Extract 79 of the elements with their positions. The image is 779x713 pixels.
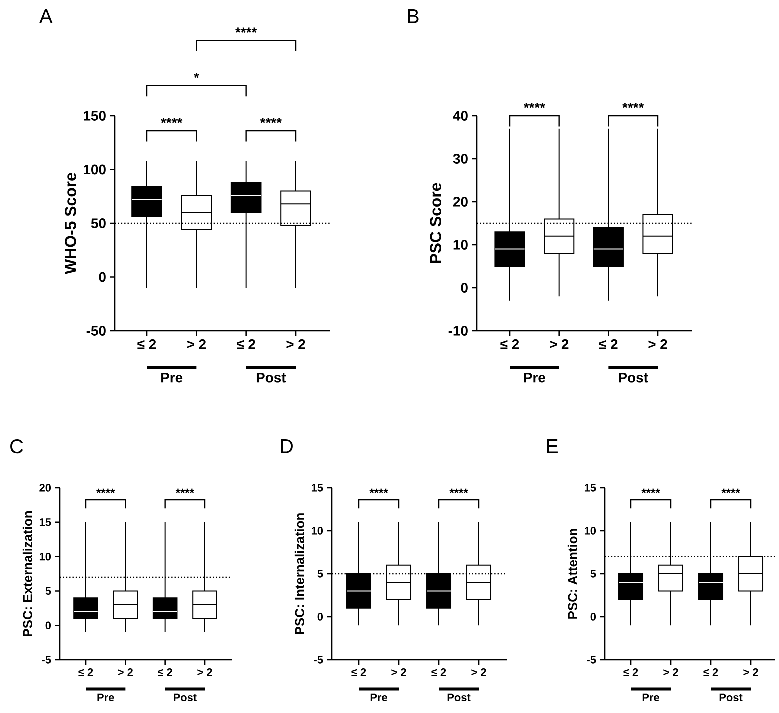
y-tick-label: 0 (46, 622, 52, 630)
x-tick-label: ≤ 2 (704, 668, 718, 676)
y-tick-label: -10 (448, 326, 468, 336)
x-tick-label: ≤ 2 (78, 668, 94, 676)
y-tick-label: 5 (46, 587, 52, 596)
y-tick-label: 30 (453, 154, 468, 164)
x-tick-label: ≤ 2 (352, 668, 366, 676)
chart-title: A (40, 10, 53, 24)
text: Post (256, 373, 286, 383)
y-tick-label: -5 (587, 656, 596, 664)
x-tick-label: ≤ 2 (158, 668, 172, 676)
y-axis-title: WHO-5 Score (65, 173, 76, 274)
y-tick-label: 150 (84, 111, 106, 121)
x-tick-label: > 2 (187, 340, 206, 350)
x-tick-label: > 2 (472, 668, 486, 676)
x-tick-label: > 2 (198, 668, 212, 676)
x-tick-label: ≤ 2 (599, 340, 618, 350)
y-tick-label: 15 (312, 484, 324, 492)
y-tick-label: 5 (590, 570, 596, 578)
x-tick-label: ≤ 2 (138, 340, 156, 350)
x-tick-label: ≤ 2 (237, 340, 256, 350)
x-tick-label: > 2 (648, 340, 668, 350)
text: **** (622, 103, 644, 108)
annotation: **** (260, 118, 282, 124)
annotation: **** (96, 488, 116, 494)
chart-title: E (547, 440, 558, 454)
y-axis-title: PSC Score (430, 183, 442, 264)
x-tick-label: > 2 (664, 668, 678, 676)
text: Post (619, 373, 648, 383)
annotation: **** (161, 118, 183, 124)
y-tick-label: 15 (584, 484, 596, 492)
annotation: **** (450, 488, 468, 494)
y-tick-label: 50 (91, 218, 106, 228)
y-tick-label: 20 (40, 484, 52, 492)
text: **** (236, 28, 258, 33)
y-axis-title: PSC: Internalization (294, 514, 304, 634)
y-tick-label: 0 (461, 283, 468, 293)
y-tick-label: -5 (42, 656, 52, 664)
text: Post (448, 694, 471, 702)
x-tick-label: > 2 (286, 340, 306, 350)
annotation: **** (370, 488, 388, 494)
text: Pre (524, 373, 546, 383)
x-tick-label: > 2 (392, 668, 406, 676)
y-tick-label: 40 (453, 111, 468, 121)
x-tick-label: > 2 (118, 668, 133, 676)
y-axis-title: PSC: Externalization (22, 511, 32, 636)
y-tick-label: 0 (318, 613, 324, 621)
text: * (194, 72, 200, 78)
x-tick-label: ≤ 2 (432, 668, 446, 676)
chart-title: C (10, 440, 24, 454)
y-tick-label: 10 (454, 240, 468, 250)
y-tick-label: 10 (40, 552, 52, 561)
text: Post (720, 694, 743, 702)
chart-title: B (408, 10, 419, 24)
text: Pre (370, 694, 388, 702)
y-tick-label: 5 (318, 570, 324, 578)
annotation: **** (176, 488, 194, 494)
y-tick-label: 10 (584, 527, 596, 535)
y-tick-label: 15 (40, 518, 52, 526)
x-tick-label: > 2 (550, 340, 569, 350)
y-tick-label: 20 (453, 197, 468, 207)
annotation: **** (722, 488, 740, 494)
y-tick-label: -50 (86, 326, 106, 336)
x-tick-label: ≤ 2 (500, 340, 520, 350)
y-tick-label: 10 (312, 527, 324, 535)
text: Pre (98, 694, 114, 702)
chart-title: D (281, 440, 293, 454)
text: Pre (642, 694, 660, 702)
y-tick-label: -5 (314, 656, 324, 664)
text: **** (524, 103, 546, 108)
text: Pre (162, 373, 183, 383)
annotation: **** (642, 488, 660, 494)
x-tick-label: ≤ 2 (624, 668, 638, 676)
x-tick-label: > 2 (744, 668, 758, 676)
y-tick-label: 0 (590, 613, 596, 621)
y-tick-label: 0 (99, 272, 106, 282)
y-tick-label: 100 (84, 164, 106, 175)
text: Post (174, 694, 197, 702)
y-axis-title: PSC: Attention (568, 529, 578, 619)
